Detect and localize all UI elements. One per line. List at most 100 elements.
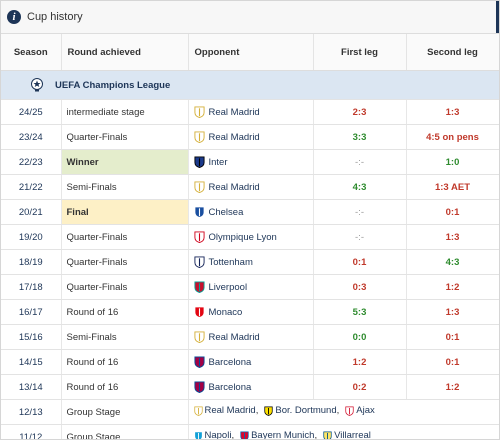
liverpool-crest-icon [193,281,205,293]
first-leg-score[interactable]: 0:3 [313,274,407,300]
season-link[interactable]: 18/19 [1,249,62,275]
table-row: 23/24 Quarter-Finals Real Madrid 3:3 4:5 on … [1,124,499,150]
opponent-cell[interactable]: Barcelona [188,374,314,400]
opponent-name[interactable]: Real Madrid [208,131,260,143]
opponent-name[interactable]: Barcelona [208,381,252,393]
season-link[interactable]: 11/12 [1,424,62,439]
opponent-cell[interactable]: Olympique Lyon [188,224,314,250]
second-leg-score[interactable]: 4:5 on pens [406,124,499,150]
round-achieved: Semi-Finals [61,324,189,350]
season-link[interactable]: 13/14 [1,374,62,400]
second-leg-score[interactable]: 1:3 [406,224,499,250]
second-leg-score[interactable]: 1:2 [406,374,499,400]
season-link[interactable]: 23/24 [1,124,62,150]
col-second-leg[interactable]: Second leg [406,34,499,71]
opponent-name[interactable]: Real Madrid [208,331,260,343]
group-opponent[interactable]: Bayern Munich, [240,430,317,439]
villarreal-crest-icon [323,431,332,439]
opponent-cell[interactable]: Tottenham [188,249,314,275]
opponent-name[interactable]: Barcelona [208,356,252,368]
group-opponent[interactable]: Villarreal [323,430,371,439]
real-madrid-crest-icon [193,406,203,416]
table-row: 17/18 Quarter-Finals Liverpool 0:3 1:2 [1,274,499,300]
season-link[interactable]: 20/21 [1,199,62,225]
second-leg-score[interactable]: 0:1 [406,324,499,350]
season-link[interactable]: 19/20 [1,224,62,250]
first-leg-score[interactable]: -:- [313,224,407,250]
group-opponent[interactable]: Ajax [345,405,375,416]
first-leg-score[interactable]: 0:2 [313,374,407,400]
opponent-cell[interactable]: Real Madrid [188,99,314,125]
table-row: 14/15 Round of 16 Barcelona 1:2 0:1 [1,349,499,375]
first-leg-score[interactable]: -:- [313,149,407,175]
first-leg-score[interactable]: 5:3 [313,299,407,325]
second-leg-score[interactable]: 0:1 [406,349,499,375]
opponent-name[interactable]: Chelsea [208,206,244,218]
opponent-cell[interactable]: Chelsea [188,199,314,225]
round-achieved: Quarter-Finals [61,224,189,250]
first-leg-score[interactable]: 0:1 [313,249,407,275]
inter-crest-icon [193,156,205,168]
cup-history-table: Season Round achieved Opponent First leg… [1,34,499,439]
opponent-name[interactable]: Tottenham [208,256,253,268]
opponent-cell[interactable]: Real Madrid [188,324,314,350]
opponent-cell[interactable]: Barcelona [188,349,314,375]
group-opponent[interactable]: Bor. Dortmund, [264,405,339,416]
season-link[interactable]: 17/18 [1,274,62,300]
second-leg-score[interactable]: 1:3 [406,299,499,325]
season-link[interactable]: 14/15 [1,349,62,375]
second-leg-score[interactable]: 1:3 [406,99,499,125]
competition-name[interactable]: UEFA Champions League [55,79,171,91]
olympique-lyon-crest-icon [193,231,205,243]
season-link[interactable]: 12/13 [1,399,62,425]
info-icon: i [7,10,21,24]
first-leg-score[interactable]: 1:2 [313,349,407,375]
header-accent [496,1,499,33]
col-season[interactable]: Season [1,34,62,71]
opponent-name[interactable]: Real Madrid [208,106,260,118]
second-leg-score[interactable]: 1:3 AET [406,174,499,200]
opponent-cell[interactable]: Real Madrid [188,174,314,200]
group-opponents-cell: Napoli, Bayern Munich, Villarreal [188,424,499,439]
opponent-cell[interactable]: Monaco [188,299,314,325]
opponent-name[interactable]: Inter [208,156,228,168]
round-achieved: Round of 16 [61,374,189,400]
group-opponent[interactable]: Napoli, [193,430,234,439]
champions-league-icon[interactable] [29,77,45,93]
competition-row: UEFA Champions League [1,70,499,100]
group-opponent[interactable]: Real Madrid, [193,405,258,416]
col-round[interactable]: Round achieved [61,34,189,71]
second-leg-score[interactable]: 4:3 [406,249,499,275]
barcelona-crest-icon [193,381,205,393]
first-leg-score[interactable]: 2:3 [313,99,407,125]
table-row: 16/17 Round of 16 Monaco 5:3 1:3 [1,299,499,325]
real-madrid-crest-icon [193,181,205,193]
col-opponent[interactable]: Opponent [188,34,314,71]
season-link[interactable]: 15/16 [1,324,62,350]
second-leg-score[interactable]: 1:2 [406,274,499,300]
first-leg-score[interactable]: 3:3 [313,124,407,150]
opponent-cell[interactable]: Real Madrid [188,124,314,150]
first-leg-score[interactable]: 4:3 [313,174,407,200]
table-row: 19/20 Quarter-Finals Olympique Lyon -:- 1:3 [1,224,499,250]
season-link[interactable]: 22/23 [1,149,62,175]
second-leg-score[interactable]: 0:1 [406,199,499,225]
opponent-name[interactable]: Olympique Lyon [208,231,277,243]
opponent-name[interactable]: Monaco [208,306,243,318]
first-leg-score[interactable]: 0:0 [313,324,407,350]
col-first-leg[interactable]: First leg [313,34,407,71]
table-row: 13/14 Round of 16 Barcelona 0:2 1:2 [1,374,499,400]
barcelona-crest-icon [193,356,205,368]
second-leg-score[interactable]: 1:0 [406,149,499,175]
first-leg-score[interactable]: -:- [313,199,407,225]
season-link[interactable]: 21/22 [1,174,62,200]
round-achieved: Quarter-Finals [61,249,189,275]
opponent-cell[interactable]: Liverpool [188,274,314,300]
opponent-cell[interactable]: Inter [188,149,314,175]
round-achieved: Group Stage [61,424,189,439]
season-link[interactable]: 24/25 [1,99,62,125]
season-link[interactable]: 16/17 [1,299,62,325]
ajax-crest-icon [345,406,354,416]
opponent-name[interactable]: Real Madrid [208,181,260,193]
opponent-name[interactable]: Liverpool [208,281,248,293]
